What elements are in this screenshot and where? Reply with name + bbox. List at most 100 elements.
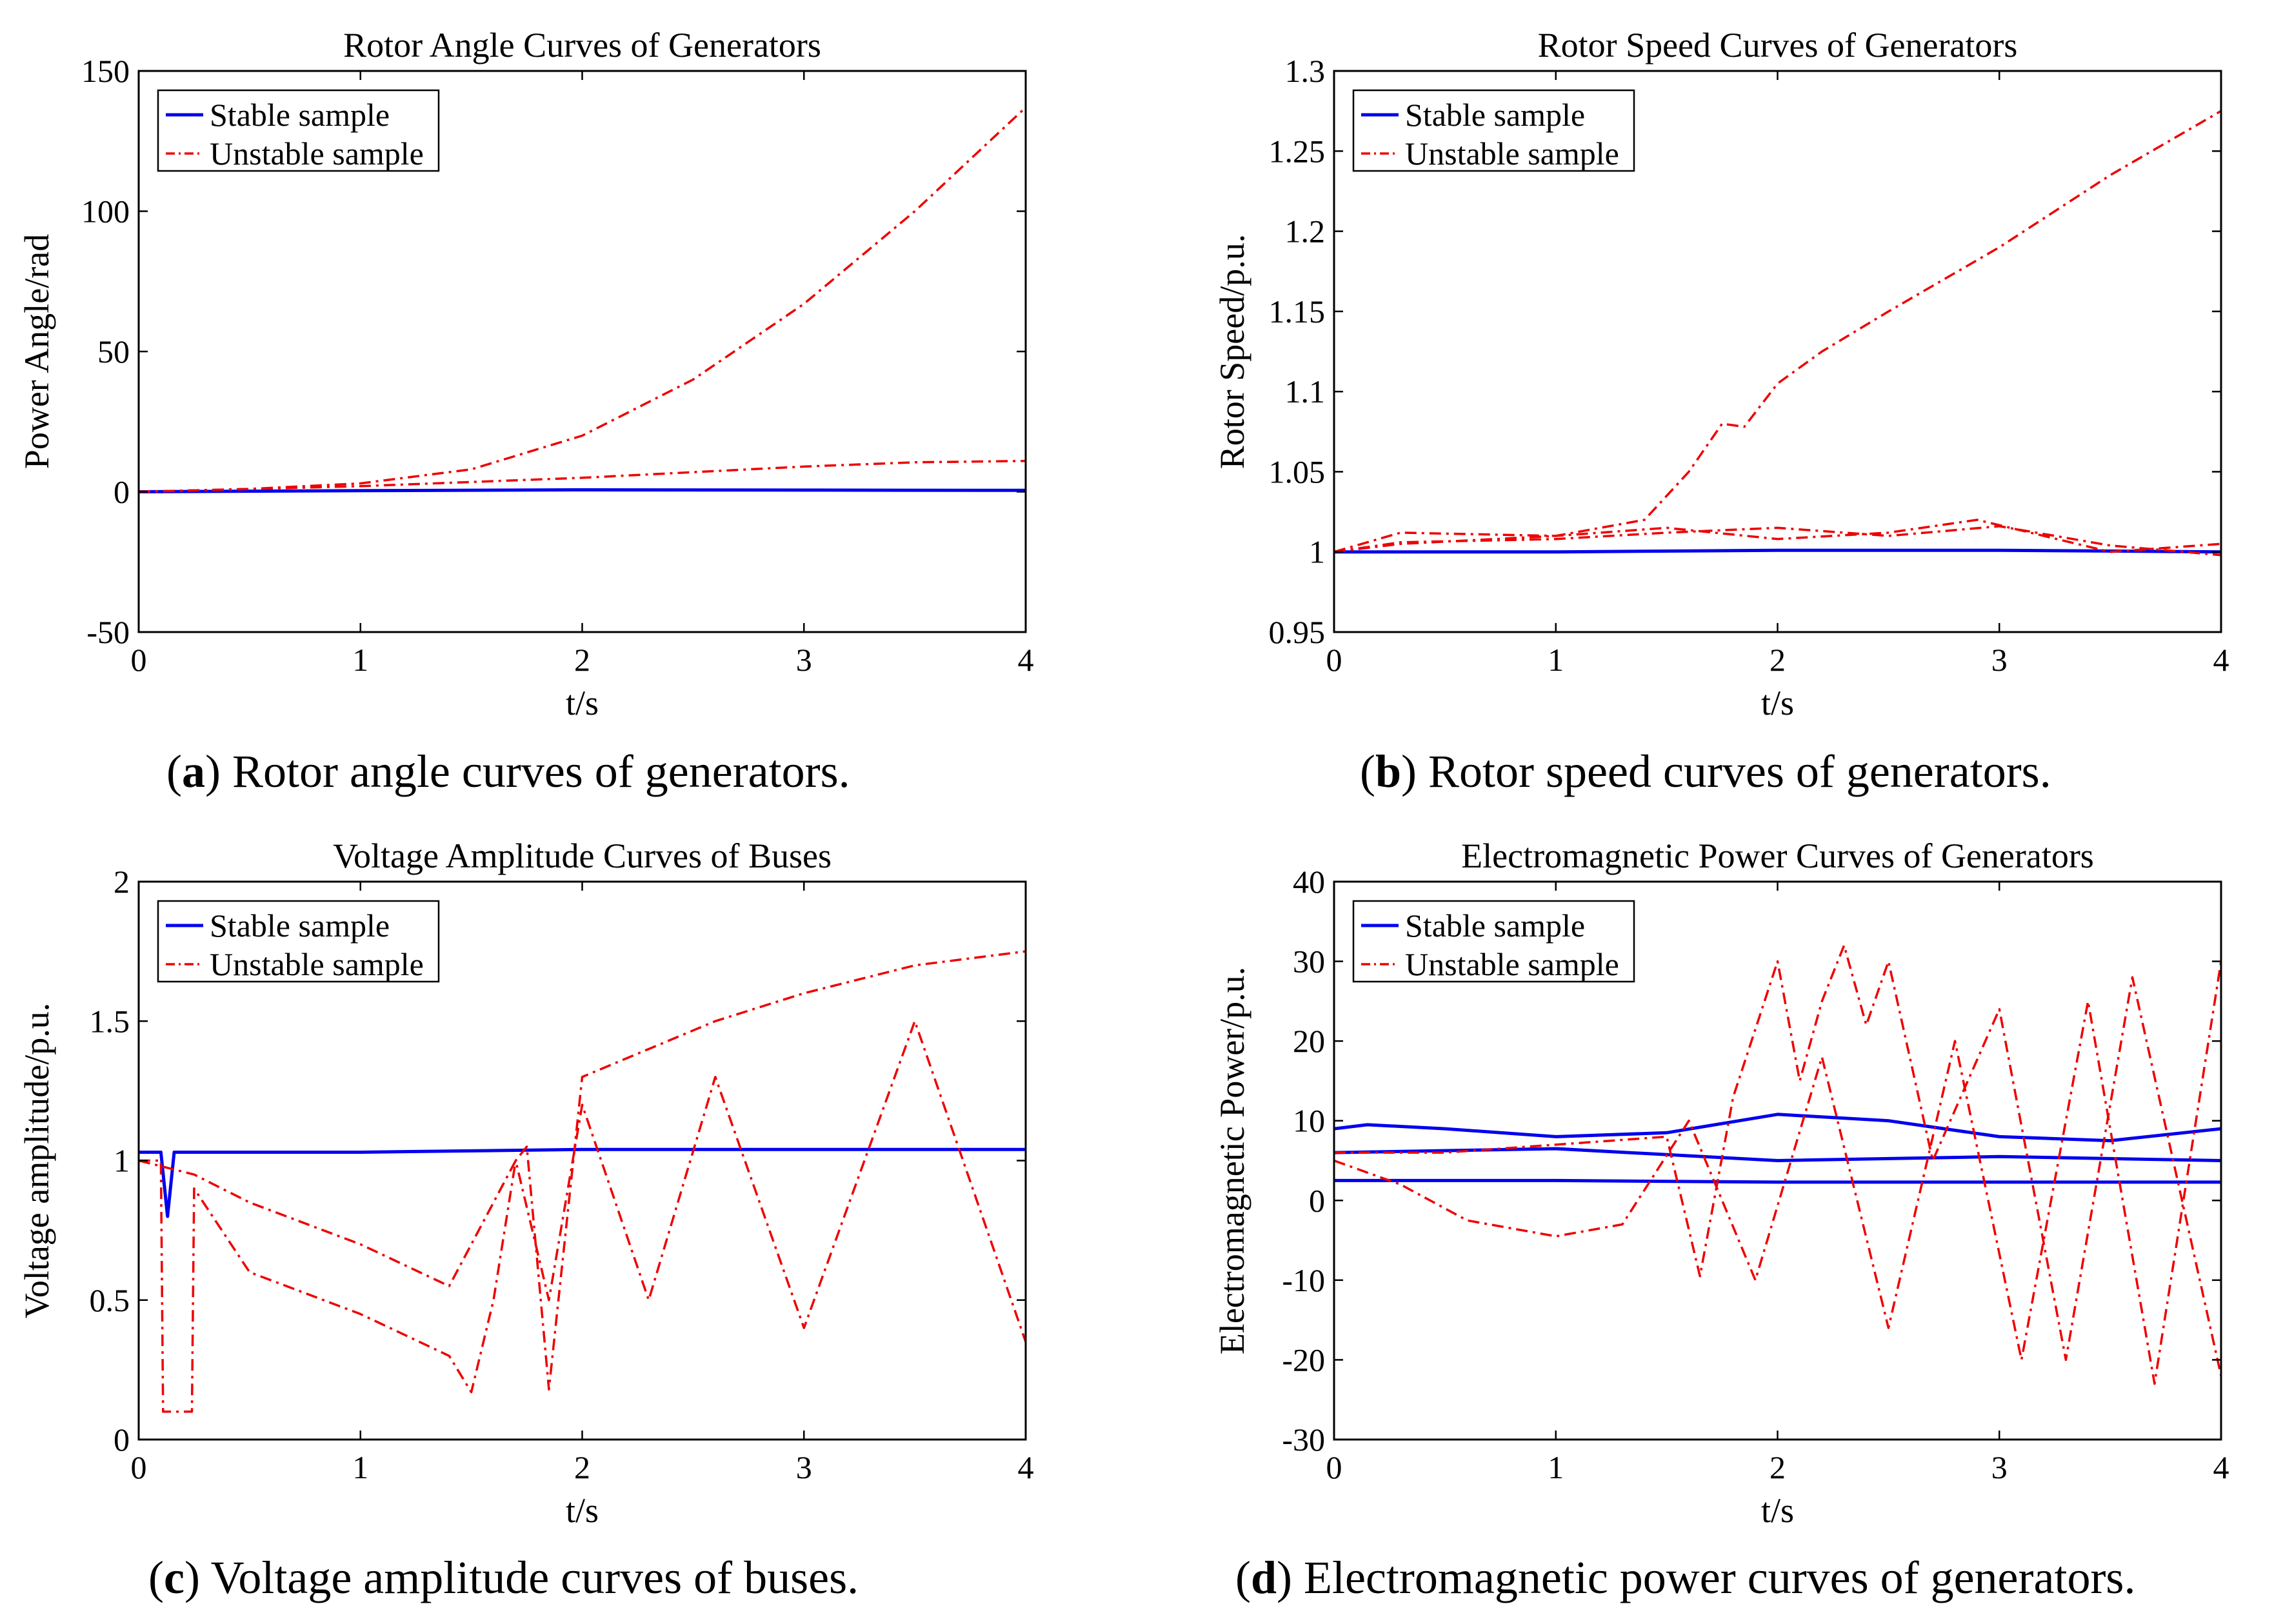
legend-label-unstable: Unstable sample — [210, 946, 424, 982]
x-tick-label: 1 — [1548, 642, 1564, 678]
legend-label-stable: Stable sample — [210, 97, 390, 133]
y-tick-label: 1 — [114, 1143, 130, 1179]
x-tick-label: 4 — [2213, 1449, 2229, 1485]
series-line-stable-0 — [1334, 548, 2221, 554]
caption-c-text: Voltage amplitude curves of buses. — [199, 1552, 859, 1603]
x-tick-label: 3 — [1991, 642, 2008, 678]
series-line-stable-1 — [1334, 1178, 2221, 1184]
caption-b-text: Rotor speed curves of generators. — [1417, 746, 2051, 797]
y-tick-label: -20 — [1282, 1342, 1325, 1378]
legend-box — [157, 900, 440, 983]
caption-c: (c) Voltage amplitude curves of buses. — [148, 1552, 859, 1603]
chart-b: 0 1 2 3 4 0.95 1 1.05 1.1 1.15 1.2 1.25 1.3 Rotor Spe… — [1213, 26, 2229, 722]
x-tick-label: 1 — [352, 1449, 368, 1485]
series-group — [1334, 944, 2221, 1385]
chart-title: Voltage Amplitude Curves of Buses — [333, 837, 832, 875]
y-axis-label: Voltage amplitude/p.u. — [17, 1003, 56, 1318]
y-tick-label: 20 — [1293, 1023, 1325, 1059]
x-tick-label: 2 — [574, 642, 590, 678]
x-tick-label: 2 — [1770, 642, 1786, 678]
y-tick-label: 150 — [81, 53, 130, 89]
x-tick-label: 3 — [796, 1449, 812, 1485]
y-tick-label: 1.25 — [1269, 133, 1326, 169]
caption-a-text: Rotor angle curves of generators. — [220, 746, 850, 797]
x-axis-label: t/s — [566, 1491, 599, 1530]
y-tick-label: 100 — [81, 193, 130, 230]
y-axis-label: Power Angle/rad — [17, 234, 56, 469]
x-tick-label: 4 — [2213, 642, 2229, 678]
legend-box — [157, 89, 440, 172]
legend-label-unstable: Unstable sample — [210, 135, 424, 172]
chart-title: Electromagnetic Power Curves of Generato… — [1461, 837, 2094, 875]
series-line-unstable-2 — [1334, 519, 2221, 553]
legend-label-unstable: Unstable sample — [1405, 946, 1619, 982]
caption-b-letter: b — [1375, 746, 1402, 797]
y-tick-label: 2 — [114, 864, 130, 900]
series-line-unstable-2 — [139, 459, 1026, 493]
series-line-unstable-1 — [139, 950, 1026, 1413]
series-group — [1334, 110, 2221, 557]
series-line-unstable-2 — [139, 1020, 1026, 1343]
series-line-stable-0 — [139, 488, 1026, 493]
y-tick-label: 1.5 — [90, 1003, 130, 1039]
x-tick-label: 0 — [131, 642, 147, 678]
y-tick-label: 1 — [1309, 534, 1325, 570]
y-tick-label: -50 — [86, 614, 130, 650]
chart-c: 0 1 2 3 4 0 0.5 1 1.5 2 Voltage Amplitude Curves o… — [17, 837, 1034, 1530]
y-tick-label: 1.1 — [1285, 373, 1326, 410]
x-tick-label: 3 — [1991, 1449, 2008, 1485]
series-group — [139, 106, 1026, 493]
y-tick-label: -10 — [1282, 1262, 1325, 1298]
x-axis-label: t/s — [1761, 684, 1794, 722]
legend-label-stable: Stable sample — [1405, 97, 1585, 133]
x-tick-label: 2 — [574, 1449, 590, 1485]
legend-box — [1352, 89, 1635, 172]
series-line-unstable-1 — [1334, 110, 2221, 553]
legend-box — [1352, 900, 1635, 983]
y-tick-label: -30 — [1282, 1421, 1325, 1458]
legend-label-stable: Stable sample — [1405, 907, 1585, 944]
caption-d-text: Electromagnetic power curves of generato… — [1292, 1552, 2136, 1603]
x-tick-label: 2 — [1770, 1449, 1786, 1485]
legend-label-stable: Stable sample — [210, 907, 390, 944]
y-tick-label: 50 — [97, 333, 130, 370]
series-group — [139, 950, 1026, 1413]
caption-a: (a) Rotor angle curves of generators. — [166, 746, 850, 797]
x-tick-label: 1 — [1548, 1449, 1564, 1485]
series-line-unstable-4 — [1334, 961, 2221, 1385]
y-axis-label: Rotor Speed/p.u. — [1213, 234, 1251, 469]
y-tick-label: 0 — [114, 474, 130, 510]
y-axis-label: Electromagnetic Power/p.u. — [1213, 967, 1251, 1354]
y-tick-label: 10 — [1293, 1103, 1325, 1139]
y-tick-label: 40 — [1293, 864, 1325, 900]
x-tick-label: 0 — [131, 1449, 147, 1485]
y-tick-label: 30 — [1293, 944, 1325, 980]
chart-title: Rotor Angle Curves of Generators — [343, 26, 821, 64]
series-line-unstable-3 — [1334, 525, 2221, 557]
y-tick-label: 0.5 — [90, 1282, 130, 1318]
x-tick-label: 0 — [1326, 642, 1342, 678]
series-line-unstable-3 — [1334, 944, 2221, 1376]
chart-title: Rotor Speed Curves of Generators — [1538, 26, 2018, 64]
x-tick-label: 0 — [1326, 1449, 1342, 1485]
x-tick-label: 1 — [352, 642, 368, 678]
x-tick-label: 3 — [796, 642, 812, 678]
x-tick-label: 4 — [1018, 1449, 1034, 1485]
x-axis-label: t/s — [1761, 1491, 1794, 1530]
x-tick-label: 4 — [1018, 642, 1034, 678]
y-tick-label: 1.15 — [1269, 293, 1326, 330]
caption-b: (b) Rotor speed curves of generators. — [1360, 746, 2051, 797]
series-line-stable-0 — [139, 1147, 1026, 1218]
x-axis-label: t/s — [566, 684, 599, 722]
legend-label-unstable: Unstable sample — [1405, 135, 1619, 172]
series-line-stable-0 — [1334, 1113, 2221, 1143]
caption-c-letter: c — [163, 1552, 184, 1603]
y-tick-label: 0 — [1309, 1182, 1325, 1218]
y-tick-label: 0.95 — [1269, 614, 1326, 650]
caption-d: (d) Electromagnetic power curves of gene… — [1235, 1552, 2136, 1603]
